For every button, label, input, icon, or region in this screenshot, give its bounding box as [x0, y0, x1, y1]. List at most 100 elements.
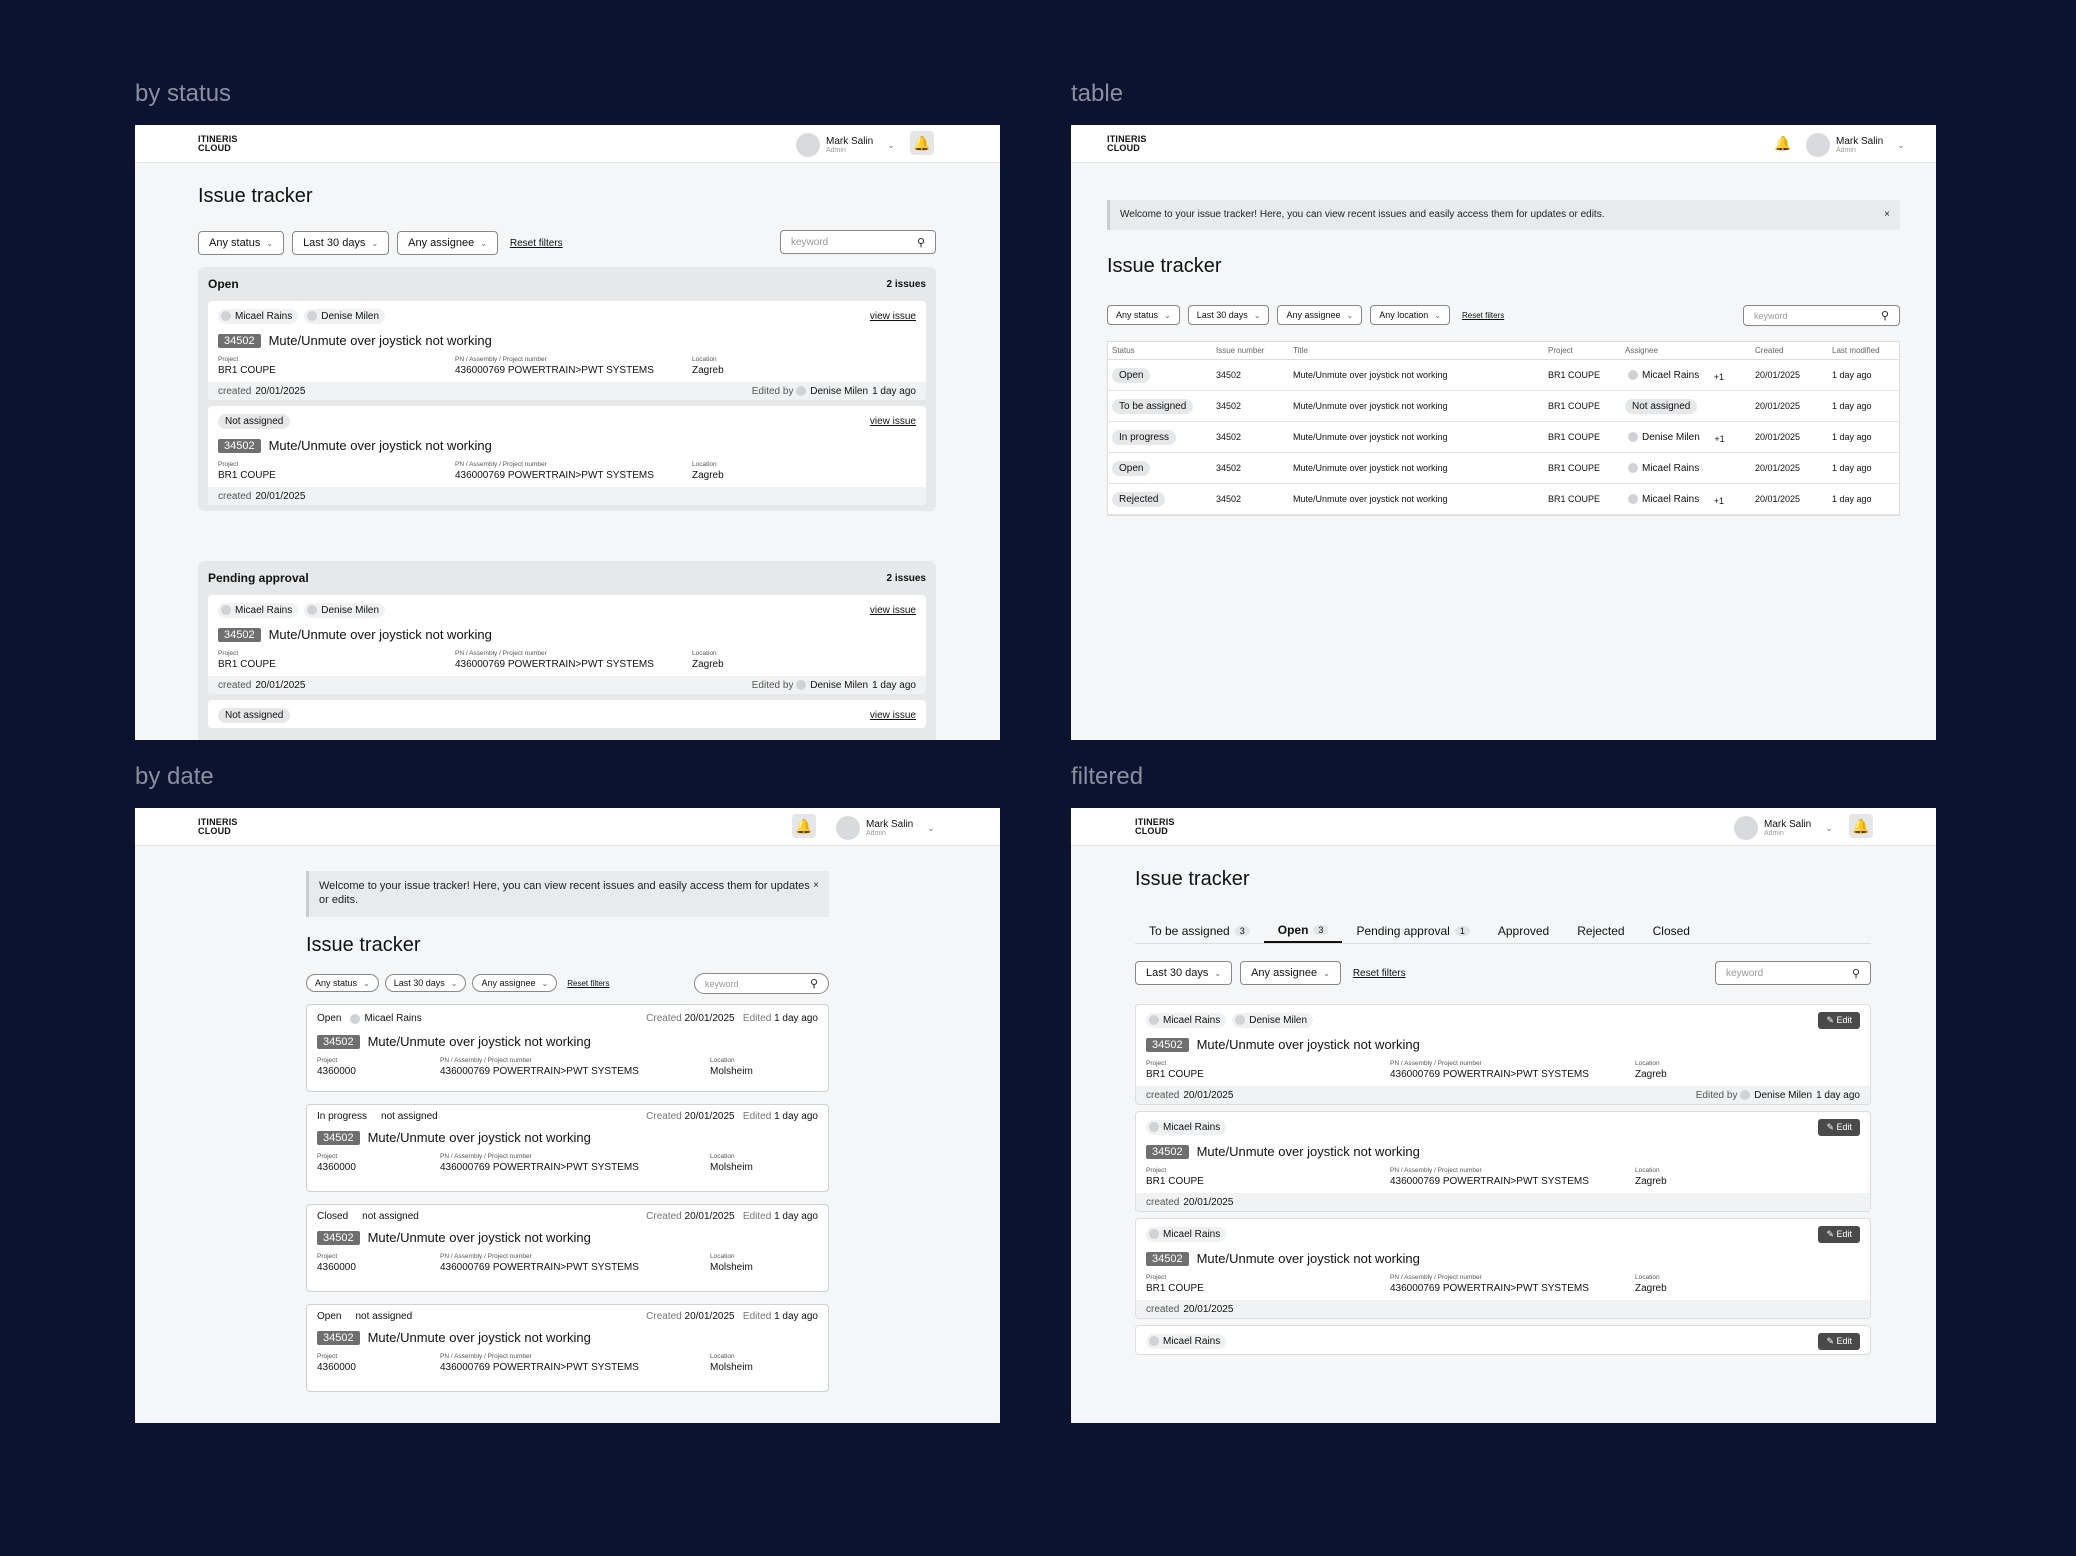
assignee-tag: Micael Rains [1625, 461, 1705, 476]
date-filter[interactable]: Last 30 days ⌄ [1135, 961, 1233, 985]
table-row[interactable]: Open 34502 Mute/Unmute over joystick not … [1108, 452, 1899, 484]
status-filter[interactable]: Any status ⌄ [306, 974, 379, 992]
reset-filters-link[interactable]: Reset filters [1461, 310, 1505, 320]
chevron-down-icon: ⌄ [371, 238, 379, 248]
section-label-by-status: by status [135, 80, 232, 107]
issue-card[interactable]: Micael Rains Denise Milen view issue 34502… [208, 301, 926, 400]
edit-button[interactable]: ✎ Edit [1818, 1225, 1860, 1243]
reset-filters-link[interactable]: Reset filters [1352, 967, 1406, 979]
table-row[interactable]: Open 34502 Mute/Unmute over joystick not … [1108, 359, 1899, 391]
not-assigned-badge: Not assigned [218, 413, 291, 429]
assignee-tag: Micael Rains [1146, 1226, 1227, 1242]
tab-approved[interactable]: Approved [1497, 924, 1550, 938]
search-input[interactable]: keyword ⚲ [1715, 961, 1871, 985]
assignee-tag: Micael Rains [1146, 1012, 1227, 1028]
tab-closed[interactable]: Closed [1652, 924, 1690, 938]
close-icon[interactable]: × [1884, 209, 1890, 220]
section-label-table: table [1071, 80, 1124, 107]
logo[interactable]: ITINERIS CLOUD [1107, 134, 1147, 153]
issue-card[interactable]: Micael Rains Denise Milen view issue 34502… [208, 595, 926, 694]
assignee-filter[interactable]: Any assignee ⌄ [397, 231, 498, 255]
view-issue-link[interactable]: view issue [869, 415, 916, 427]
view-issue-link[interactable]: view issue [869, 310, 916, 322]
assignee-tag: Micael Rains [1625, 492, 1705, 507]
panel-filtered: ITINERIS CLOUD Mark Salin Admin ⌄ 🔔 Issue … [1071, 808, 1936, 1423]
assignee-tag: Denise Milen [304, 308, 386, 324]
panel-by-status: ITINERIS CLOUD Mark Salin Admin ⌄ 🔔 Issue … [135, 125, 1000, 740]
bell-icon[interactable]: 🔔 [910, 131, 934, 155]
top-bar: ITINERIS CLOUD Mark Salin Admin ⌄ 🔔 [1071, 808, 1936, 846]
logo[interactable]: ITINERIS CLOUD [198, 817, 238, 836]
issue-card[interactable]: Not assigned view issue 34502 Mute/Unmute … [208, 406, 926, 505]
logo[interactable]: ITINERIS CLOUD [198, 134, 238, 153]
assignee-filter[interactable]: Any assignee ⌄ [472, 974, 558, 992]
view-issue-link[interactable]: view issue [869, 709, 916, 721]
status-filter[interactable]: Any status ⌄ [1107, 305, 1180, 325]
table-row[interactable]: In progress 34502 Mute/Unmute over joysti… [1108, 421, 1899, 453]
avatar [1806, 133, 1830, 157]
chevron-down-icon: ⌄ [927, 822, 935, 833]
status-group-open: Open 2 issues Micael Rains Denise Milen vie… [198, 267, 936, 511]
page-title: Issue tracker [1107, 255, 1222, 277]
issue-card[interactable]: In progress not assigned Created 20/01/20… [306, 1104, 829, 1192]
section-label-by-date: by date [135, 763, 214, 790]
issue-card[interactable]: Micael Rains ✎ Edit 34502 Mute/Unmute over … [1135, 1111, 1871, 1212]
user-menu[interactable]: Mark Salin Admin ⌄ [836, 816, 935, 840]
bell-icon[interactable]: 🔔 [1774, 134, 1792, 151]
user-menu[interactable]: Mark Salin Admin ⌄ [1806, 133, 1905, 157]
date-filter[interactable]: Last 30 days ⌄ [384, 974, 467, 992]
location-filter[interactable]: Any location ⌄ [1370, 305, 1450, 325]
reset-filters-link[interactable]: Reset filters [567, 978, 610, 988]
table-row[interactable]: To be assigned 34502 Mute/Unmute over joy… [1108, 390, 1899, 422]
bell-icon[interactable]: 🔔 [792, 814, 816, 838]
tab-open[interactable]: Open 3 [1263, 919, 1343, 943]
reset-filters-link[interactable]: Reset filters [509, 237, 563, 249]
logo[interactable]: ITINERIS CLOUD [1135, 817, 1175, 836]
close-icon[interactable]: × [813, 880, 819, 891]
date-filter[interactable]: Last 30 days ⌄ [1187, 305, 1270, 325]
edit-button[interactable]: ✎ Edit [1818, 1332, 1860, 1350]
search-input[interactable]: keyword ⚲ [1743, 305, 1900, 326]
status-badge: Open [1112, 367, 1151, 383]
not-assigned-badge: Not assigned [1625, 398, 1698, 414]
issue-card[interactable]: Closed not assigned Created 20/01/2025 Ed… [306, 1204, 829, 1292]
status-label: Closed [317, 1211, 349, 1222]
assignee-tag: Micael Rains [1625, 368, 1705, 383]
filter-bar: Any status ⌄ Last 30 days ⌄ Any assignee ⌄ … [1107, 305, 1504, 325]
avatar [796, 133, 820, 157]
user-menu[interactable]: Mark Salin Admin ⌄ [1734, 816, 1833, 840]
search-input[interactable]: keyword ⚲ [780, 230, 936, 254]
status-filter[interactable]: Any status ⌄ [198, 231, 285, 255]
assignee-filter[interactable]: Any assignee ⌄ [1277, 305, 1363, 325]
chevron-down-icon: ⌄ [1825, 822, 1833, 833]
user-menu[interactable]: Mark Salin Admin ⌄ [796, 133, 895, 157]
status-badge: Open [1112, 460, 1151, 476]
issue-card[interactable]: Micael Rains ✎ Edit [1135, 1325, 1871, 1355]
assignee-filter[interactable]: Any assignee ⌄ [1240, 961, 1341, 985]
issue-card[interactable]: Micael Rains ✎ Edit 34502 Mute/Unmute over … [1135, 1218, 1871, 1319]
date-filter[interactable]: Last 30 days ⌄ [292, 231, 390, 255]
section-label-filtered: filtered [1071, 763, 1144, 790]
status-label: In progress [317, 1111, 368, 1122]
search-input[interactable]: keyword ⚲ [694, 973, 829, 994]
filtered-issue-list: Micael Rains Denise Milen ✎ Edit 34502 Mute/… [1135, 998, 1871, 1355]
tab-pending-approval[interactable]: Pending approval 1 [1342, 919, 1483, 943]
status-label: Open [317, 1013, 342, 1024]
tab-rejected[interactable]: Rejected [1577, 924, 1625, 938]
issue-card[interactable]: Open Micael Rains Created 20/01/2025 Edit… [306, 1004, 829, 1092]
table-row[interactable]: Rejected 34502 Mute/Unmute over joystick … [1108, 483, 1899, 515]
assignee-tag: Denise Milen [304, 602, 386, 618]
view-issue-link[interactable]: view issue [869, 604, 916, 616]
assignee-tag: Denise Milen [1232, 1012, 1314, 1028]
issue-card[interactable]: Not assigned view issue [208, 700, 926, 728]
issue-card[interactable]: Micael Rains Denise Milen ✎ Edit 34502 Mute/… [1135, 1004, 1871, 1105]
edit-button[interactable]: ✎ Edit [1818, 1118, 1860, 1136]
bell-icon[interactable]: 🔔 [1849, 814, 1873, 838]
assignee-tag: Micael Rains [218, 308, 299, 324]
tab-to-be-assigned[interactable]: To be assigned 3 [1135, 919, 1264, 943]
edit-button[interactable]: ✎ Edit [1818, 1011, 1860, 1029]
date-issue-list: Open Micael Rains Created 20/01/2025 Edit… [306, 1004, 829, 1404]
issue-card[interactable]: Open not assigned Created 20/01/2025 Edit… [306, 1304, 829, 1392]
top-bar: ITINERIS CLOUD 🔔 Mark Salin Admin ⌄ [1071, 125, 1936, 163]
status-badge: Rejected [1112, 491, 1166, 507]
